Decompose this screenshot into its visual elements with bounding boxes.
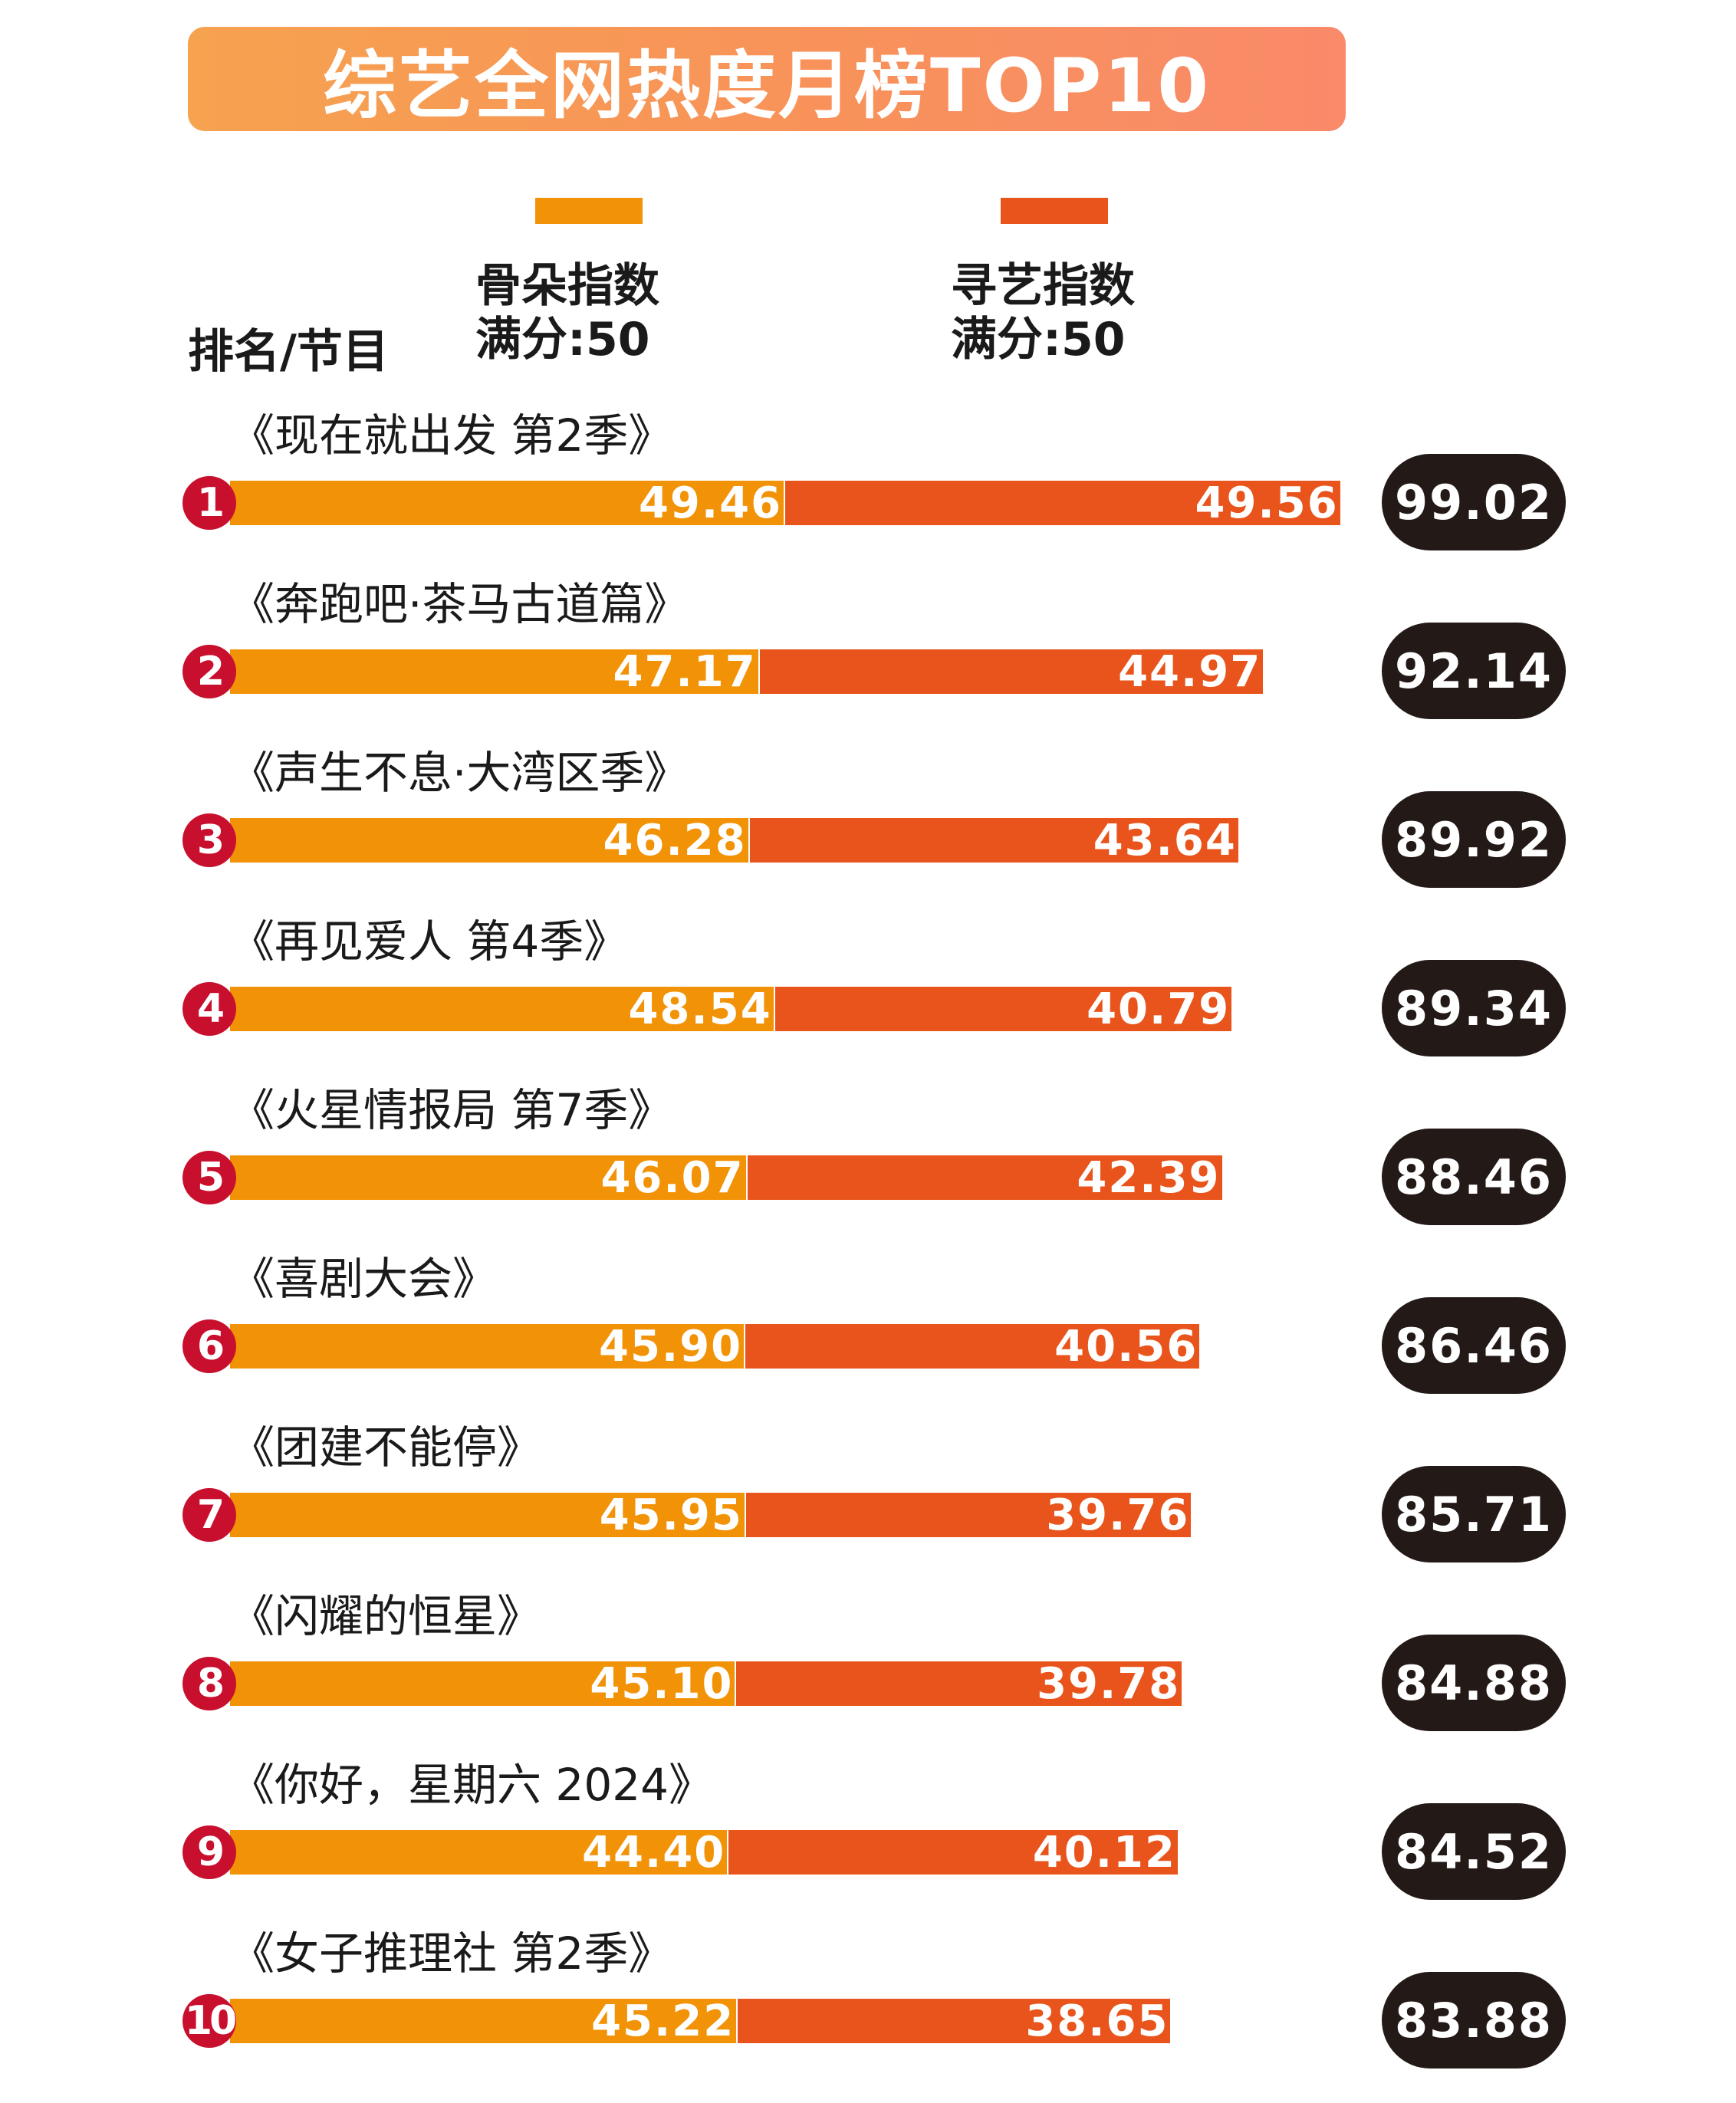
show-name: 《声生不息·大湾区季》 (230, 747, 689, 799)
bar-gudu-index: 46.28 (230, 818, 748, 863)
show-name: 《团建不能停》 (230, 1421, 542, 1474)
rank-badge: 1 (182, 476, 236, 530)
total-score-pill: 99.02 (1382, 454, 1566, 550)
bar-gudu-index: 44.40 (230, 1830, 728, 1875)
legend-gudu-name: 骨朵指数 (475, 259, 659, 313)
bar-xunyi-index: 44.97 (759, 649, 1264, 694)
show-name: 《火星情报局 第7季》 (230, 1084, 673, 1136)
bar-gudu-index: 49.46 (230, 481, 784, 525)
total-score-pill: 92.14 (1382, 623, 1566, 719)
rank-badge: 10 (182, 1994, 237, 2048)
bar-gudu-index: 45.22 (230, 1999, 737, 2043)
rank-program-header: 排名/节目 (188, 325, 389, 379)
legend-label-xunyi: 寻艺指数 满分:50 (951, 259, 1135, 366)
total-score-pill: 83.88 (1382, 1972, 1566, 2068)
rank-badge: 5 (182, 1151, 236, 1204)
chart-title: 综艺全网热度月榜TOP10 (322, 42, 1212, 129)
rank-badge: 3 (182, 813, 236, 867)
bar-xunyi-index: 49.56 (785, 481, 1340, 525)
show-name: 《现在就出发 第2季》 (230, 409, 673, 462)
bar-gudu-index: 48.54 (230, 987, 774, 1031)
show-name: 《喜剧大会》 (230, 1253, 498, 1305)
bar-gudu-index: 45.90 (230, 1324, 745, 1369)
show-name: 《再见爱人 第4季》 (230, 915, 629, 968)
rank-badge: 8 (182, 1657, 236, 1710)
rank-badge: 7 (182, 1488, 236, 1542)
show-name: 《女子推理社 第2季》 (230, 1927, 673, 1980)
bar-xunyi-index: 40.79 (774, 987, 1232, 1031)
legend-label-gudu: 骨朵指数 满分:50 (475, 259, 659, 366)
rank-badge: 4 (182, 982, 236, 1036)
bar-xunyi-index: 39.76 (745, 1493, 1192, 1537)
bar-xunyi-index: 40.12 (728, 1830, 1178, 1875)
show-name: 《闪耀的恒星》 (230, 1590, 542, 1642)
show-name: 《奔跑吧·茶马古道篇》 (230, 578, 689, 630)
bar-xunyi-index: 38.65 (738, 1999, 1171, 2043)
legend-gudu-max: 满分:50 (475, 313, 650, 366)
title-banner: 综艺全网热度月榜TOP10 (188, 27, 1346, 131)
bar-gudu-index: 45.95 (230, 1493, 745, 1537)
bar-xunyi-index: 39.78 (736, 1661, 1182, 1706)
bar-xunyi-index: 40.56 (745, 1324, 1200, 1369)
rank-badge: 9 (182, 1825, 236, 1879)
legend-swatch-xunyi (1001, 198, 1108, 224)
legend-xunyi-name: 寻艺指数 (951, 259, 1135, 313)
bar-gudu-index: 47.17 (230, 649, 758, 694)
total-score-pill: 84.52 (1382, 1803, 1566, 1900)
bar-gudu-index: 46.07 (230, 1155, 746, 1200)
legend-swatch-gudu (535, 198, 643, 224)
total-score-pill: 84.88 (1382, 1635, 1566, 1731)
show-name: 《你好，星期六 2024》 (230, 1759, 714, 1811)
bar-xunyi-index: 42.39 (747, 1155, 1222, 1200)
rank-badge: 6 (182, 1319, 236, 1373)
total-score-pill: 85.71 (1382, 1466, 1566, 1562)
total-score-pill: 89.92 (1382, 791, 1566, 888)
bar-xunyi-index: 43.64 (749, 818, 1238, 863)
legend-xunyi-max: 满分:50 (951, 313, 1126, 366)
total-score-pill: 86.46 (1382, 1297, 1566, 1394)
total-score-pill: 88.46 (1382, 1129, 1566, 1225)
total-score-pill: 89.34 (1382, 960, 1566, 1056)
rank-badge: 2 (182, 645, 236, 698)
bar-gudu-index: 45.10 (230, 1661, 735, 1706)
